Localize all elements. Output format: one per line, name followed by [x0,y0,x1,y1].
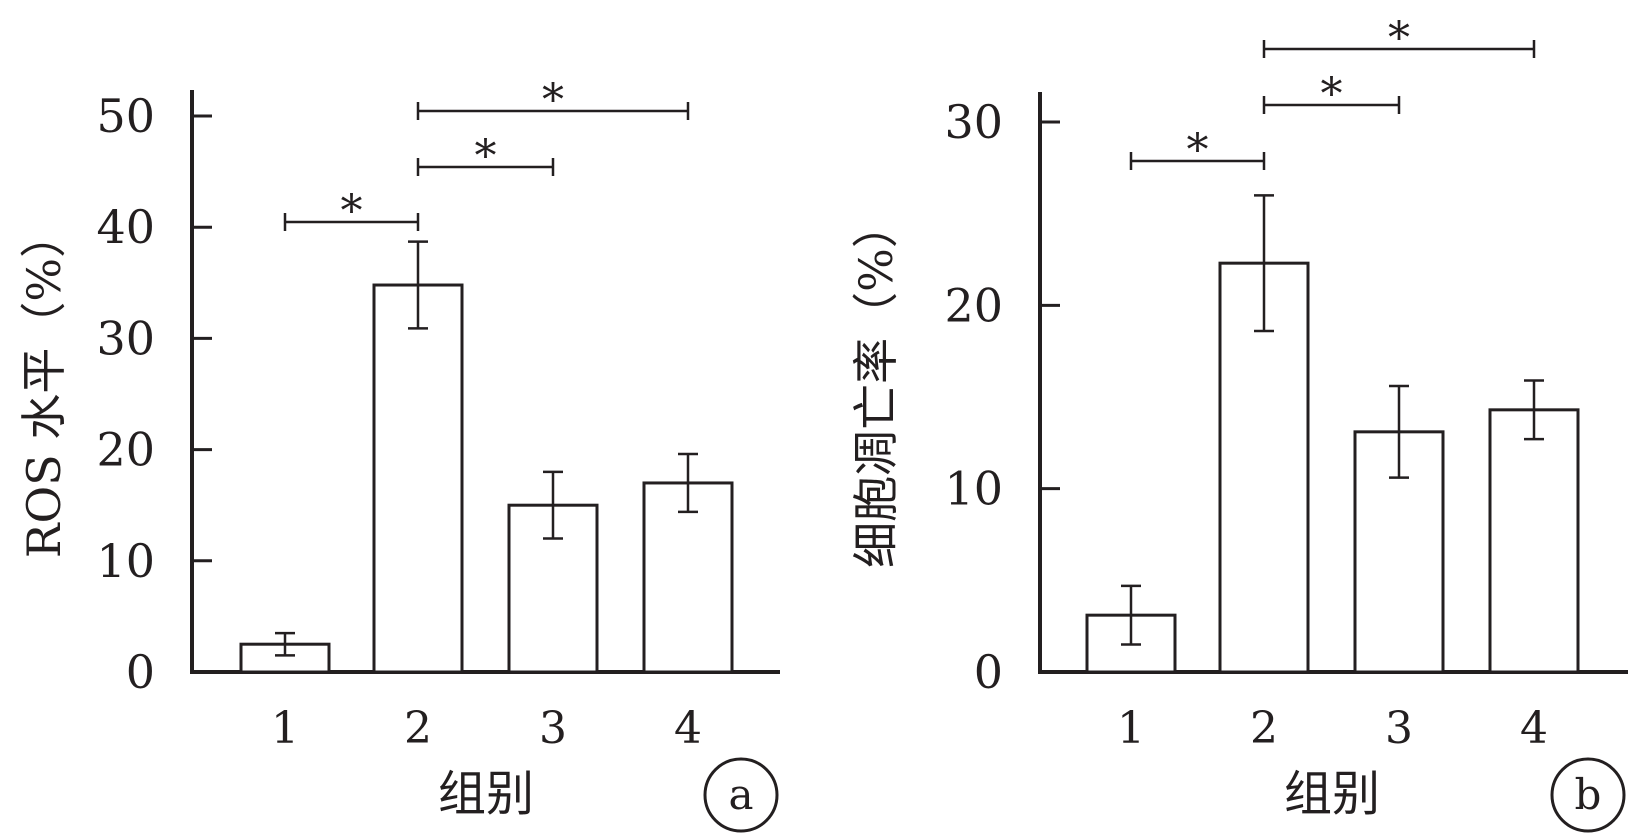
x-tick-label: 1 [1117,703,1145,754]
x-tick-label: 2 [1250,703,1278,754]
significance-star: * [1321,69,1343,120]
x-tick-label: 3 [1385,703,1413,754]
x-axis-title: 组别 [1284,766,1380,822]
y-tick-label: 20 [96,423,155,477]
x-tick-label: 1 [271,703,299,754]
y-tick-label: 50 [96,89,155,143]
panel-label: a [728,770,753,819]
y-tick-label: 20 [944,278,1003,332]
significance-star: * [1187,125,1209,176]
bar-group-2 [1218,261,1310,674]
panel-label: b [1575,770,1602,819]
panel-label-circle [1550,757,1626,833]
y-tick-label: 30 [96,311,155,365]
x-tick-label: 4 [1520,703,1548,754]
y-tick-label: 10 [96,534,155,588]
bar-group-4 [642,481,734,674]
significance-star: * [341,186,363,237]
x-axis-title: 组别 [438,766,534,822]
significance-star: * [475,131,497,182]
x-tick-label: 2 [404,703,432,754]
chart-panel-a: 0 10 20 30 40 50 1 2 3 4 * * * ROS 水平（%） 组别 a [17,75,780,833]
y-tick-label: 0 [126,645,155,699]
bar-group-4 [1488,408,1580,674]
y-axis-title: ROS 水平（%） [17,212,71,558]
y-tick-label: 10 [944,462,1003,516]
significance-star: * [542,75,564,126]
chart-panel-b: 0 10 20 30 1 2 3 4 * * * 细胞凋亡率（%） 组别 b [849,13,1628,833]
x-tick-label: 3 [539,703,567,754]
panel-label-circle [703,757,779,833]
y-axis-title: 细胞凋亡率（%） [849,202,903,568]
y-tick-label: 40 [96,200,155,254]
x-tick-label: 4 [674,703,702,754]
y-tick-label: 30 [944,95,1003,149]
y-tick-label: 0 [974,645,1003,699]
significance-star: * [1388,13,1410,64]
bar-group-2 [372,283,464,674]
